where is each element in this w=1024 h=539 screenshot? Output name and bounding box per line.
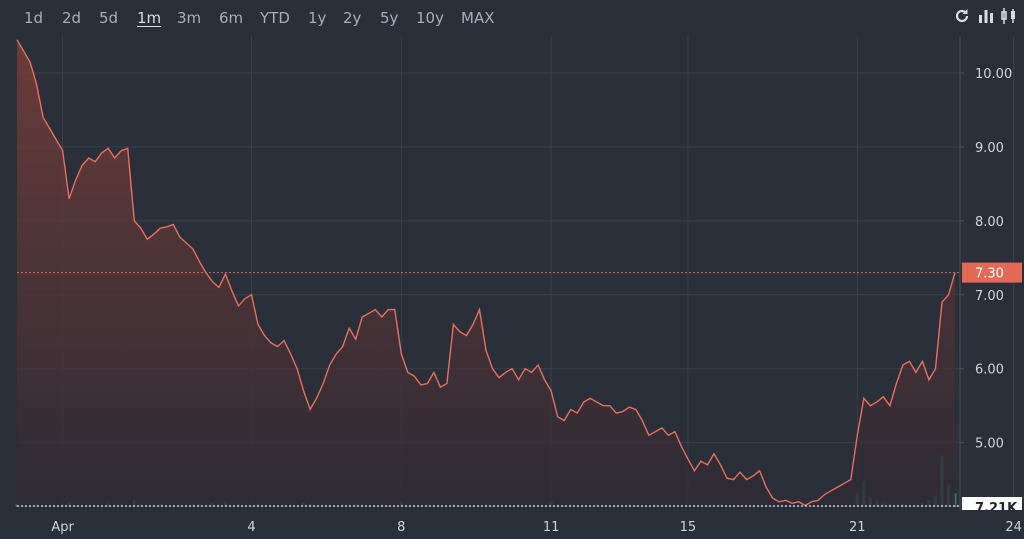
price-line	[16, 39, 956, 507]
range-button-6m[interactable]: 6m	[219, 9, 244, 27]
x-tick-label: 8	[397, 520, 405, 535]
range-button-max[interactable]: MAX	[461, 9, 495, 27]
candlestick-icon[interactable]	[999, 6, 1019, 26]
range-button-2y[interactable]: 2y	[343, 9, 362, 27]
y-tick-label: 6.00	[975, 363, 1004, 378]
range-button-2d[interactable]: 2d	[62, 9, 82, 27]
bar-chart-icon[interactable]	[976, 6, 996, 26]
current-price-label: 7.30	[975, 267, 1004, 282]
y-tick-label: 10.00	[975, 67, 1012, 82]
range-button-5d[interactable]: 5d	[99, 9, 119, 27]
range-button-1y[interactable]: 1y	[308, 9, 327, 27]
range-button-10y[interactable]: 10y	[416, 9, 444, 27]
range-toolbar: 1d 2d 5d 1m 3m 6m YTD 1y 2y 5y 10y MAX	[0, 0, 1024, 36]
y-tick-label: 5.00	[975, 437, 1004, 452]
y-tick-label: 8.00	[975, 215, 1004, 230]
refresh-icon[interactable]	[952, 6, 972, 26]
x-tick-label: 24	[1005, 520, 1022, 535]
y-tick-label: 7.00	[975, 289, 1004, 304]
current-price-badge	[962, 262, 1022, 283]
range-button-1m[interactable]: 1m	[137, 9, 162, 27]
y-tick-label: 9.00	[975, 141, 1004, 156]
range-button-1d[interactable]: 1d	[24, 9, 44, 27]
x-tick-label: 15	[680, 520, 697, 535]
range-button-5y[interactable]: 5y	[380, 9, 399, 27]
x-tick-label: 4	[247, 520, 255, 535]
range-button-3m[interactable]: 3m	[177, 9, 202, 27]
x-tick-label: 11	[543, 520, 560, 535]
price-area	[17, 39, 955, 507]
range-button-ytd[interactable]: YTD	[260, 9, 290, 27]
x-tick-label: 21	[849, 520, 866, 535]
x-tick-label: Apr	[51, 520, 74, 535]
